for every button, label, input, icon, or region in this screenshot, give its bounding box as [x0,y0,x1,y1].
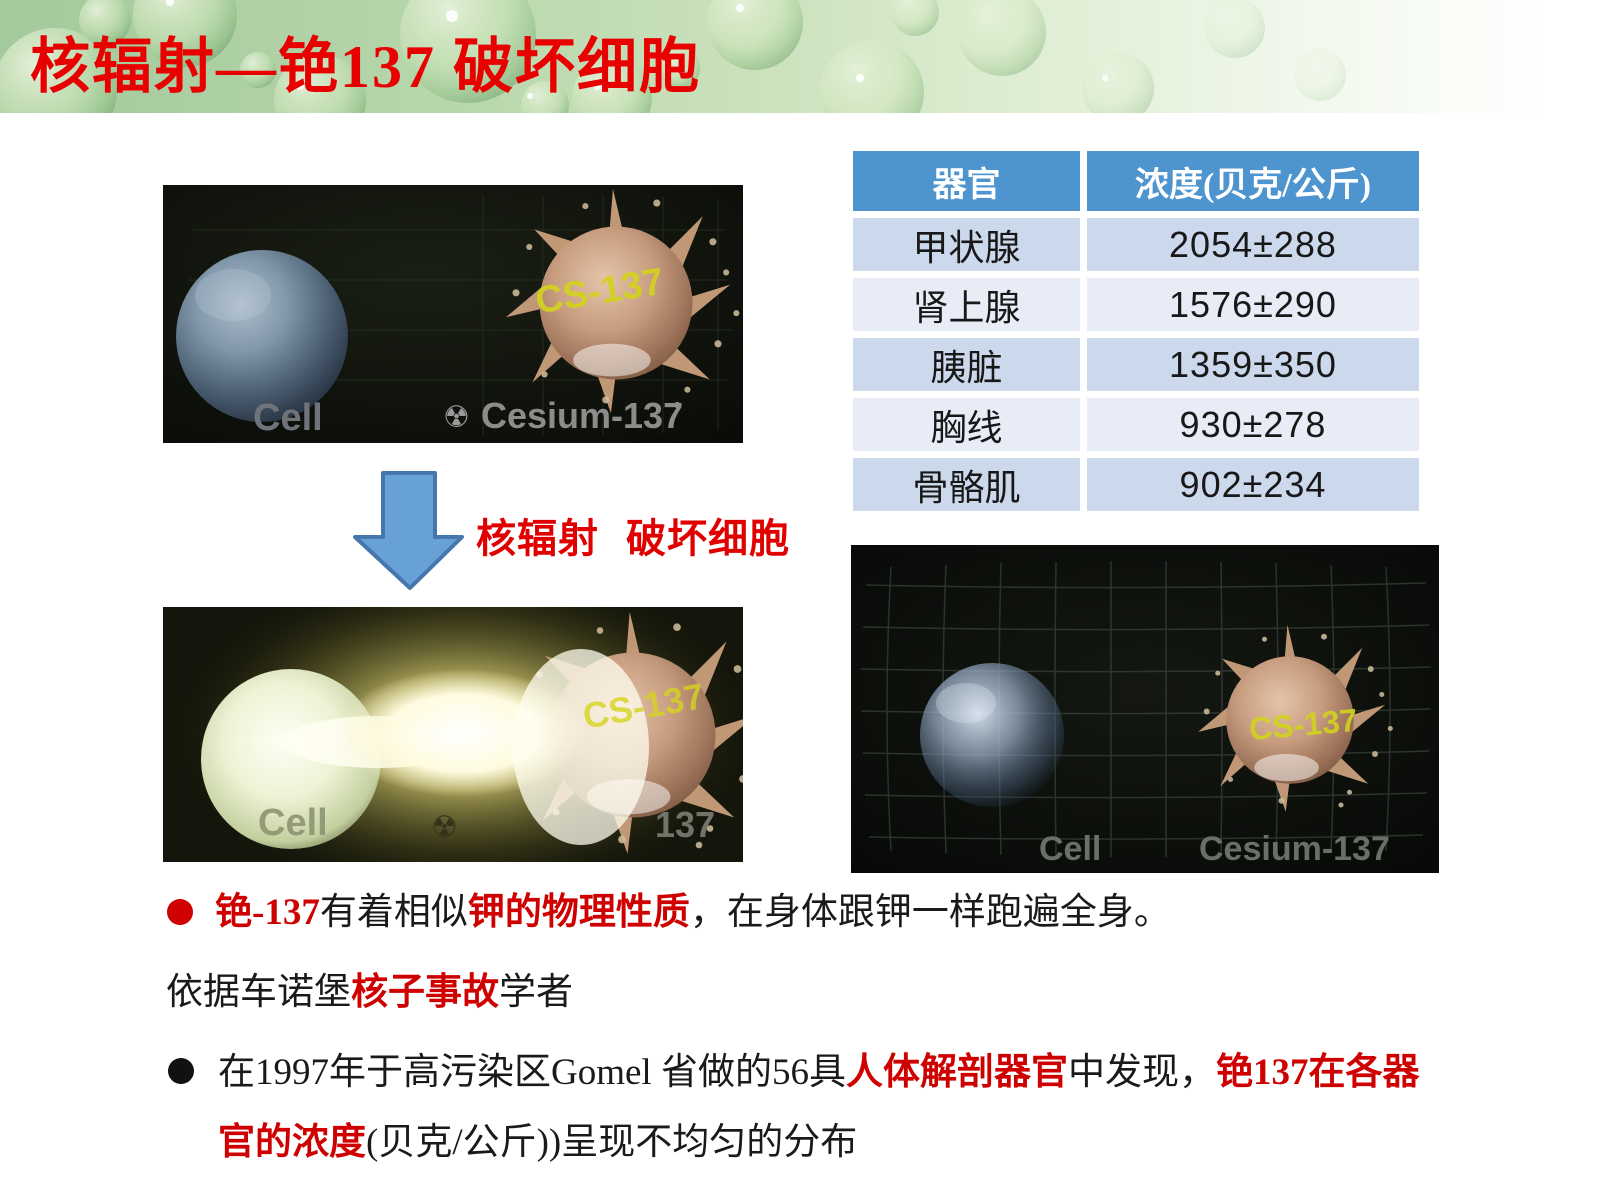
water-droplets-background [0,0,1346,113]
column-header-organ: 器官 [853,151,1080,211]
figure-radiation-destroys-cell: CS-137 Cell ☢ 137 [163,607,743,862]
cell-label: Cell [258,802,328,844]
column-header-concentration: 浓度(贝克/公斤) [1087,151,1419,211]
blast-wash [513,649,649,845]
bullet-marker-red [167,899,193,925]
table-cell-value: 902±234 [1087,458,1419,511]
organ-concentration-table: 器官 浓度(贝克/公斤) 甲状腺 2054±288 肾上腺 1576±290 胰… [853,151,1419,511]
cesium-137-label: Cesium-137 [481,395,683,436]
figure-cell-and-cesium: CS-137 Cell ☢ Cesium-137 [163,185,743,443]
table-cell-organ: 骨骼肌 [853,458,1080,511]
table-cell-value: 930±278 [1087,398,1419,451]
title-banner: 核辐射—铯137 破坏细胞 [0,0,1600,113]
radiation-icon: ☢ [443,400,470,435]
isotope-fragment-label: 137 [655,804,715,845]
text-gomel-study-continued: 官的浓度(贝克/公斤))呈现不均匀的分布 [218,1122,858,1163]
cell-sphere [920,663,1064,807]
cell-label: Cell [253,397,323,439]
figure-cell-and-cesium-grid: CS-137 Cell Cesium-137 [851,545,1439,873]
bullet-marker-black [168,1058,194,1084]
table-cell-value: 1359±350 [1087,338,1419,391]
cell-label: Cell [1039,830,1101,868]
glowing-cell-sphere [201,669,381,849]
radiation-icon: ☢ [431,810,458,845]
table-cell-value: 2054±288 [1087,218,1419,271]
text-chernobyl-scholars: 依据车诺堡核子事故学者 [166,972,573,1013]
arrow-caption: 核辐射 破坏细胞 [476,516,790,561]
cell-sphere [176,250,348,422]
page-title: 核辐射—铯137 破坏细胞 [30,34,701,100]
table-cell-organ: 甲状腺 [853,218,1080,271]
cesium-137-label: Cesium-137 [1199,830,1390,868]
down-arrow-icon [350,466,468,599]
table-cell-value: 1576±290 [1087,278,1419,331]
table-cell-organ: 胸线 [853,398,1080,451]
table-cell-organ: 肾上腺 [853,278,1080,331]
bullet-text-gomel-study: 在1997年于高污染区Gomel 省做的56具人体解剖器官中发现，铯137在各器 [218,1052,1420,1093]
table-cell-organ: 胰脏 [853,338,1080,391]
bullet-text-cesium-potassium: 铯-137有着相似钾的物理性质，在身体跟钾一样跑遍全身。 [215,892,1171,933]
